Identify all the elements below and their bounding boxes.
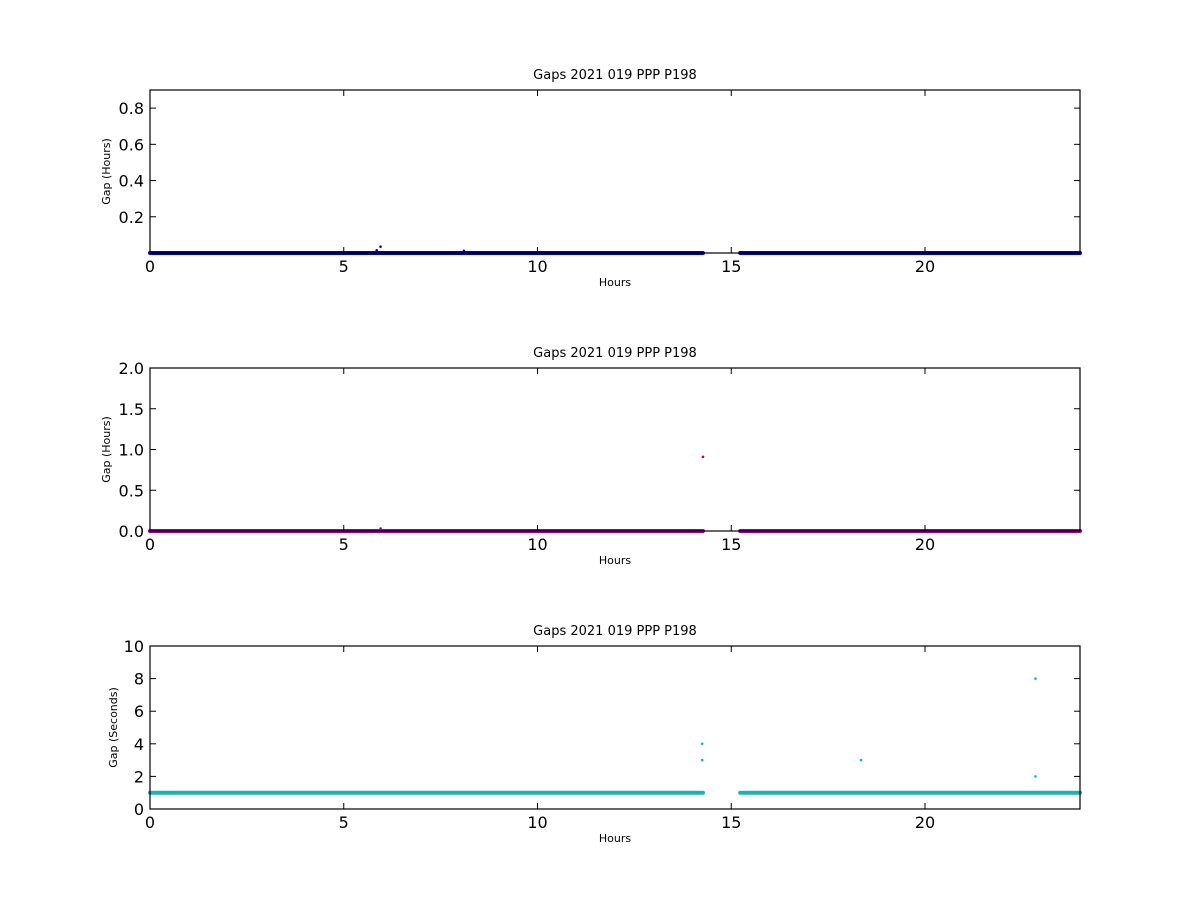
y-axis-label: Gap (Hours)	[100, 138, 113, 205]
y-tick-label: 1.5	[119, 400, 144, 419]
y-tick-label: 6	[134, 702, 144, 721]
y-tick-label: 2.0	[119, 359, 144, 378]
data-point	[700, 742, 704, 746]
subplot-2: Gaps 2021 019 PPP P198 0 5 10 15 20 0.0 0.5 1.…	[100, 346, 1082, 567]
x-tick-label: 0	[145, 535, 155, 554]
x-tick-label: 10	[527, 813, 547, 832]
x-ticks: 0 5 10 15 20	[145, 90, 935, 276]
x-tick-label: 10	[527, 535, 547, 554]
x-tick-label: 15	[721, 813, 741, 832]
subplot-3: Gaps 2021 019 PPP P198 0 5 10 15 20 0246810 …	[107, 624, 1082, 845]
plot-frame	[149, 89, 1081, 254]
y-axis-label: Gap (Seconds)	[107, 687, 120, 768]
x-axis-label: Hours	[599, 276, 631, 289]
data-point	[1034, 775, 1037, 778]
data-point	[462, 249, 466, 253]
x-tick-label: 10	[527, 257, 547, 276]
x-tick-label: 5	[339, 257, 349, 276]
plot-frame	[149, 645, 1081, 810]
y-tick-label: 4	[134, 735, 144, 754]
y-axis-label: Gap (Hours)	[100, 416, 113, 483]
subplot-1: Gaps 2021 019 PPP P198 0 5 10 15 20 0.20.40.…	[100, 68, 1082, 289]
data-marks	[148, 677, 1082, 795]
x-tick-label: 20	[915, 813, 935, 832]
x-tick-label: 5	[339, 813, 349, 832]
x-axis-label: Hours	[599, 832, 631, 845]
data-point	[859, 758, 863, 762]
y-tick-label: 0.5	[119, 481, 144, 500]
x-tick-label: 0	[145, 257, 155, 276]
data-point	[375, 248, 378, 252]
y-tick-label: 0.6	[119, 135, 144, 154]
data-point	[701, 455, 705, 459]
y-tick-label: 0.4	[119, 172, 144, 191]
x-tick-label: 5	[339, 535, 349, 554]
chart-title: Gaps 2021 019 PPP P198	[533, 346, 697, 361]
x-tick-label: 15	[721, 535, 741, 554]
x-tick-label: 0	[145, 813, 155, 832]
y-ticks: 0.0 0.5 1.0 1.5 2.0	[119, 359, 1080, 541]
y-tick-label: 2	[134, 767, 144, 786]
x-ticks: 0 5 10 15 20	[145, 368, 935, 554]
data-point	[700, 758, 704, 762]
y-ticks: 0.2 0.4 0.6 0.8	[119, 99, 1080, 227]
chart-title: Gaps 2021 019 PPP P198	[533, 624, 697, 639]
y-ticks: 0 2 4 6 8 10	[124, 637, 1080, 819]
y-tick-label: 8	[134, 670, 144, 689]
x-tick-label: 20	[915, 535, 935, 554]
x-ticks: 0 5 10 15 20	[145, 646, 935, 832]
data-point	[379, 527, 382, 530]
y-tick-label: 0	[134, 800, 144, 819]
data-point	[1034, 677, 1037, 680]
x-tick-label: 20	[915, 257, 935, 276]
y-tick-label: 0.8	[119, 99, 144, 118]
y-tick-label: 0.0	[119, 522, 144, 541]
data-point	[379, 245, 382, 248]
y-tick-label: 10	[124, 637, 144, 656]
chart-title: Gaps 2021 019 PPP P198	[533, 68, 697, 83]
y-tick-label: 1.0	[119, 441, 144, 460]
x-axis-label: Hours	[599, 554, 631, 567]
x-tick-label: 15	[721, 257, 741, 276]
y-tick-label: 0.2	[119, 208, 144, 227]
